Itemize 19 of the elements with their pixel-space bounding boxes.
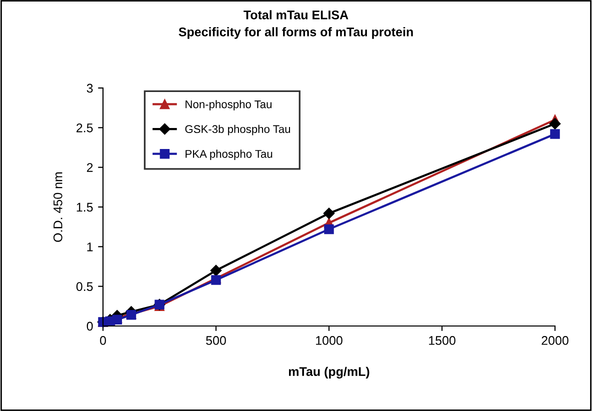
x-tick-label: 2000 [542, 336, 568, 345]
legend-label: PKA phospho Tau [186, 150, 272, 160]
chart-subtitle: Specificity for all forms of mTau protein [178, 27, 413, 39]
x-axis-title: mTau (pg/mL) [288, 366, 370, 379]
x-tick-label: 500 [206, 336, 226, 345]
y-tick-label: 1.5 [76, 202, 93, 212]
legend-label: GSK-3b phospho Tau [185, 124, 290, 136]
chart-title: Total mTau ELISA [244, 10, 348, 20]
y-tick-label: 1 [87, 242, 93, 252]
y-tick-label: 2.5 [76, 123, 93, 132]
x-tick-label: 1500 [429, 336, 456, 345]
y-tick-label: 3 [86, 84, 93, 93]
y-axis-title: O.D. 450 nm [53, 172, 62, 242]
x-tick-label: 1000 [316, 336, 342, 345]
x-tick-label: 0 [100, 336, 106, 345]
y-tick-label: 2 [86, 163, 93, 172]
y-tick-label: 0 [86, 322, 93, 331]
legend-label: Non-phospho Tau [186, 100, 272, 110]
y-tick-label: 0.5 [76, 282, 93, 291]
